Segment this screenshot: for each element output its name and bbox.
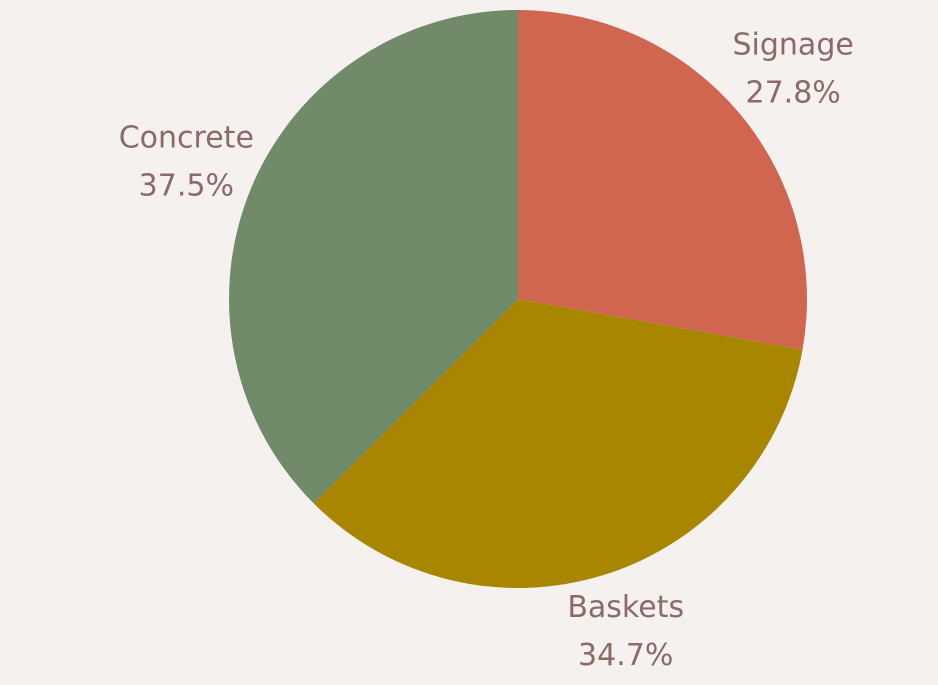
pie-labels: Signage 27.8% Baskets 34.7% Concrete 37.5% bbox=[119, 27, 854, 673]
slice-label-concrete: Concrete bbox=[119, 121, 254, 156]
slice-value-signage: 27.8% bbox=[746, 75, 841, 110]
pie-slice-concrete bbox=[228, 9, 518, 504]
pie-slice-signage bbox=[518, 10, 807, 350]
slice-label-signage: Signage bbox=[733, 27, 854, 62]
slice-value-baskets: 34.7% bbox=[578, 638, 673, 673]
pie-slices bbox=[228, 9, 807, 589]
slice-label-baskets: Baskets bbox=[567, 590, 684, 625]
pie-slice-baskets bbox=[313, 299, 803, 589]
slice-value-concrete: 37.5% bbox=[139, 169, 234, 204]
